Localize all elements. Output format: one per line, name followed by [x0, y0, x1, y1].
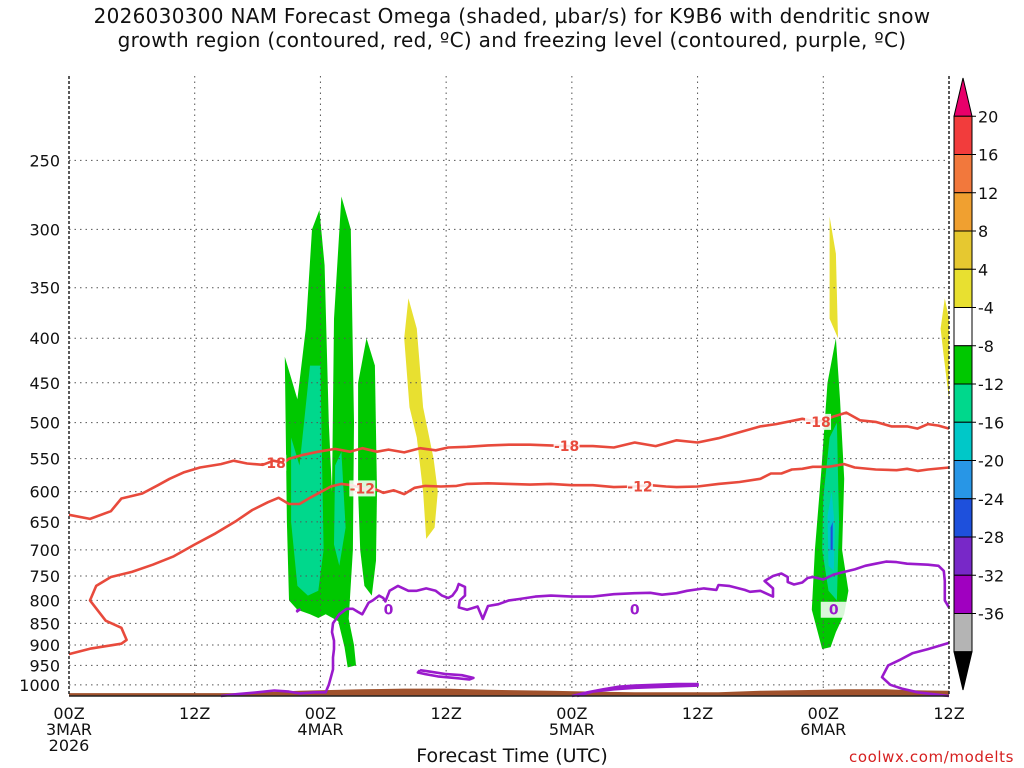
colorbar-band-7	[953, 345, 973, 385]
colorbar-band-15	[953, 651, 973, 691]
colorbar-label-11: -28	[978, 528, 1004, 547]
colorbar-label-5: -4	[978, 299, 994, 318]
contour-label-2-0: -12	[350, 481, 375, 497]
y-tick-label-300: 300	[29, 220, 60, 239]
omega-region-1	[291, 365, 324, 596]
contour-label-0-2: -18	[805, 415, 830, 431]
colorbar-label-12: -32	[978, 566, 1004, 585]
x-tick-label-72-0: 00Z	[808, 704, 839, 723]
colorbar-band-9	[953, 421, 973, 461]
contour-label-3-1: 0	[630, 603, 640, 619]
chart-title-line-2: growth region (contoured, red, ºC) and f…	[117, 28, 907, 52]
colorbar-label-2: 12	[978, 184, 998, 203]
y-tick-label-800: 800	[29, 591, 60, 610]
contour-label-bg-0-1	[553, 438, 580, 455]
omega-region-3	[358, 338, 377, 596]
x-tick-label-0-2: 2026	[49, 736, 90, 755]
snow-growth-contour-0	[282, 411, 950, 464]
chart-title: 2026030300 NAM Forecast Omega (shaded, µ…	[0, 4, 1024, 52]
colorbar-label-0: 20	[978, 107, 998, 126]
omega-region-2	[334, 451, 346, 566]
freezing-level-contour-5	[880, 641, 950, 698]
y-tick-label-600: 600	[29, 483, 60, 502]
x-axis-title: Forecast Time (UTC)	[416, 745, 608, 767]
colorbar-band-11	[953, 498, 973, 538]
y-tick-label-450: 450	[29, 374, 60, 393]
colorbar-band-6	[953, 307, 973, 347]
x-tick-label-84-0: 12Z	[933, 704, 964, 723]
colorbar-band-1	[953, 115, 973, 155]
x-tick-label-12-0: 12Z	[179, 704, 210, 723]
x-tick-label-48-0: 00Z	[556, 704, 587, 723]
y-tick-label-350: 350	[29, 279, 60, 298]
colorbar-label-10: -24	[978, 490, 1004, 509]
colorbar-legend: 20 16 12 8 4 -4 -8 -12 -16 -20 -24 -28 -32 -36	[953, 77, 1004, 691]
contour-label-bg-3-0	[375, 601, 402, 618]
colorbar-label-6: -8	[978, 337, 994, 356]
colorbar-label-1: 16	[978, 146, 998, 165]
omega-region-9	[830, 521, 833, 550]
contour-label-2-1: -12	[627, 480, 652, 496]
y-tick-label-750: 750	[29, 567, 60, 586]
source-credit: coolwx.com/modelts	[849, 748, 1014, 766]
snow-growth-contour-2	[68, 462, 950, 656]
plot-area: -18 -18 -18 -12 -12 0 0 0 250 300 350 400 450 500 550 6…	[19, 76, 965, 755]
snow-growth-contour-1	[68, 459, 285, 521]
colorbar-label-13: -36	[978, 605, 1004, 624]
x-tick-label-36-0: 12Z	[430, 704, 461, 723]
contour-label-0-1: -18	[554, 439, 579, 455]
y-tick-label-250: 250	[29, 151, 60, 170]
y-tick-label-500: 500	[29, 414, 60, 433]
colorbar-label-7: -12	[978, 375, 1004, 394]
colorbar-band-14	[953, 613, 973, 653]
colorbar-band-13	[953, 574, 973, 614]
x-tick-label-0-1: 3MAR	[46, 720, 92, 739]
contour-label-bg-0-2	[805, 413, 832, 430]
y-tick-label-400: 400	[29, 329, 60, 348]
x-tick-label-48-1: 5MAR	[549, 720, 595, 739]
y-tick-label-950: 950	[29, 656, 60, 675]
colorbar-band-4	[953, 230, 973, 270]
freezing-level-contour-7	[571, 682, 699, 698]
y-tick-label-1000: 1000	[19, 676, 60, 695]
y-tick-label-900: 900	[29, 636, 60, 655]
omega-region-10	[940, 298, 949, 400]
y-tick-label-550: 550	[29, 450, 60, 469]
contour-label-bg-2-1	[626, 478, 653, 495]
x-tick-label-24-0: 00Z	[305, 704, 336, 723]
terrain-fill	[69, 688, 949, 696]
colorbar-label-3: 8	[978, 222, 988, 241]
contour-label-3-0: 0	[384, 603, 394, 619]
contour-label-3-2: 0	[829, 603, 839, 619]
y-tick-label-700: 700	[29, 541, 60, 560]
y-tick-label-650: 650	[29, 513, 60, 532]
contour-label-bg-3-2	[820, 601, 847, 618]
freezing-level-contour-4	[220, 560, 951, 698]
colorbar-label-8: -16	[978, 413, 1004, 432]
x-tick-label-60-0: 12Z	[682, 704, 713, 723]
colorbar-band-2	[953, 154, 973, 194]
contour-label-bg-3-1	[621, 601, 648, 618]
contour-label-bg-2-0	[349, 480, 376, 497]
colorbar-band-10	[953, 460, 973, 500]
colorbar-band-0	[953, 77, 973, 117]
contour-label-bg-0-0	[260, 454, 287, 471]
colorbar-label-9: -20	[978, 452, 1004, 471]
colorbar-band-8	[953, 383, 973, 423]
freezing-level-contour-6	[416, 668, 475, 681]
contour-label-0-0: -18	[261, 456, 286, 472]
y-tick-label-850: 850	[29, 614, 60, 633]
colorbar-band-5	[953, 268, 973, 308]
x-tick-label-24-1: 4MAR	[297, 720, 343, 739]
colorbar-band-3	[953, 192, 973, 232]
colorbar-band-12	[953, 536, 973, 576]
x-tick-label-72-1: 6MAR	[800, 720, 846, 739]
colorbar-label-4: 4	[978, 260, 988, 279]
omega-region-4	[404, 298, 438, 539]
x-tick-label-0-0: 00Z	[53, 704, 84, 723]
chart-title-line-1: 2026030300 NAM Forecast Omega (shaded, µ…	[93, 4, 931, 28]
omega-region-5	[829, 216, 838, 339]
freezing-level-contour-3	[295, 608, 301, 614]
